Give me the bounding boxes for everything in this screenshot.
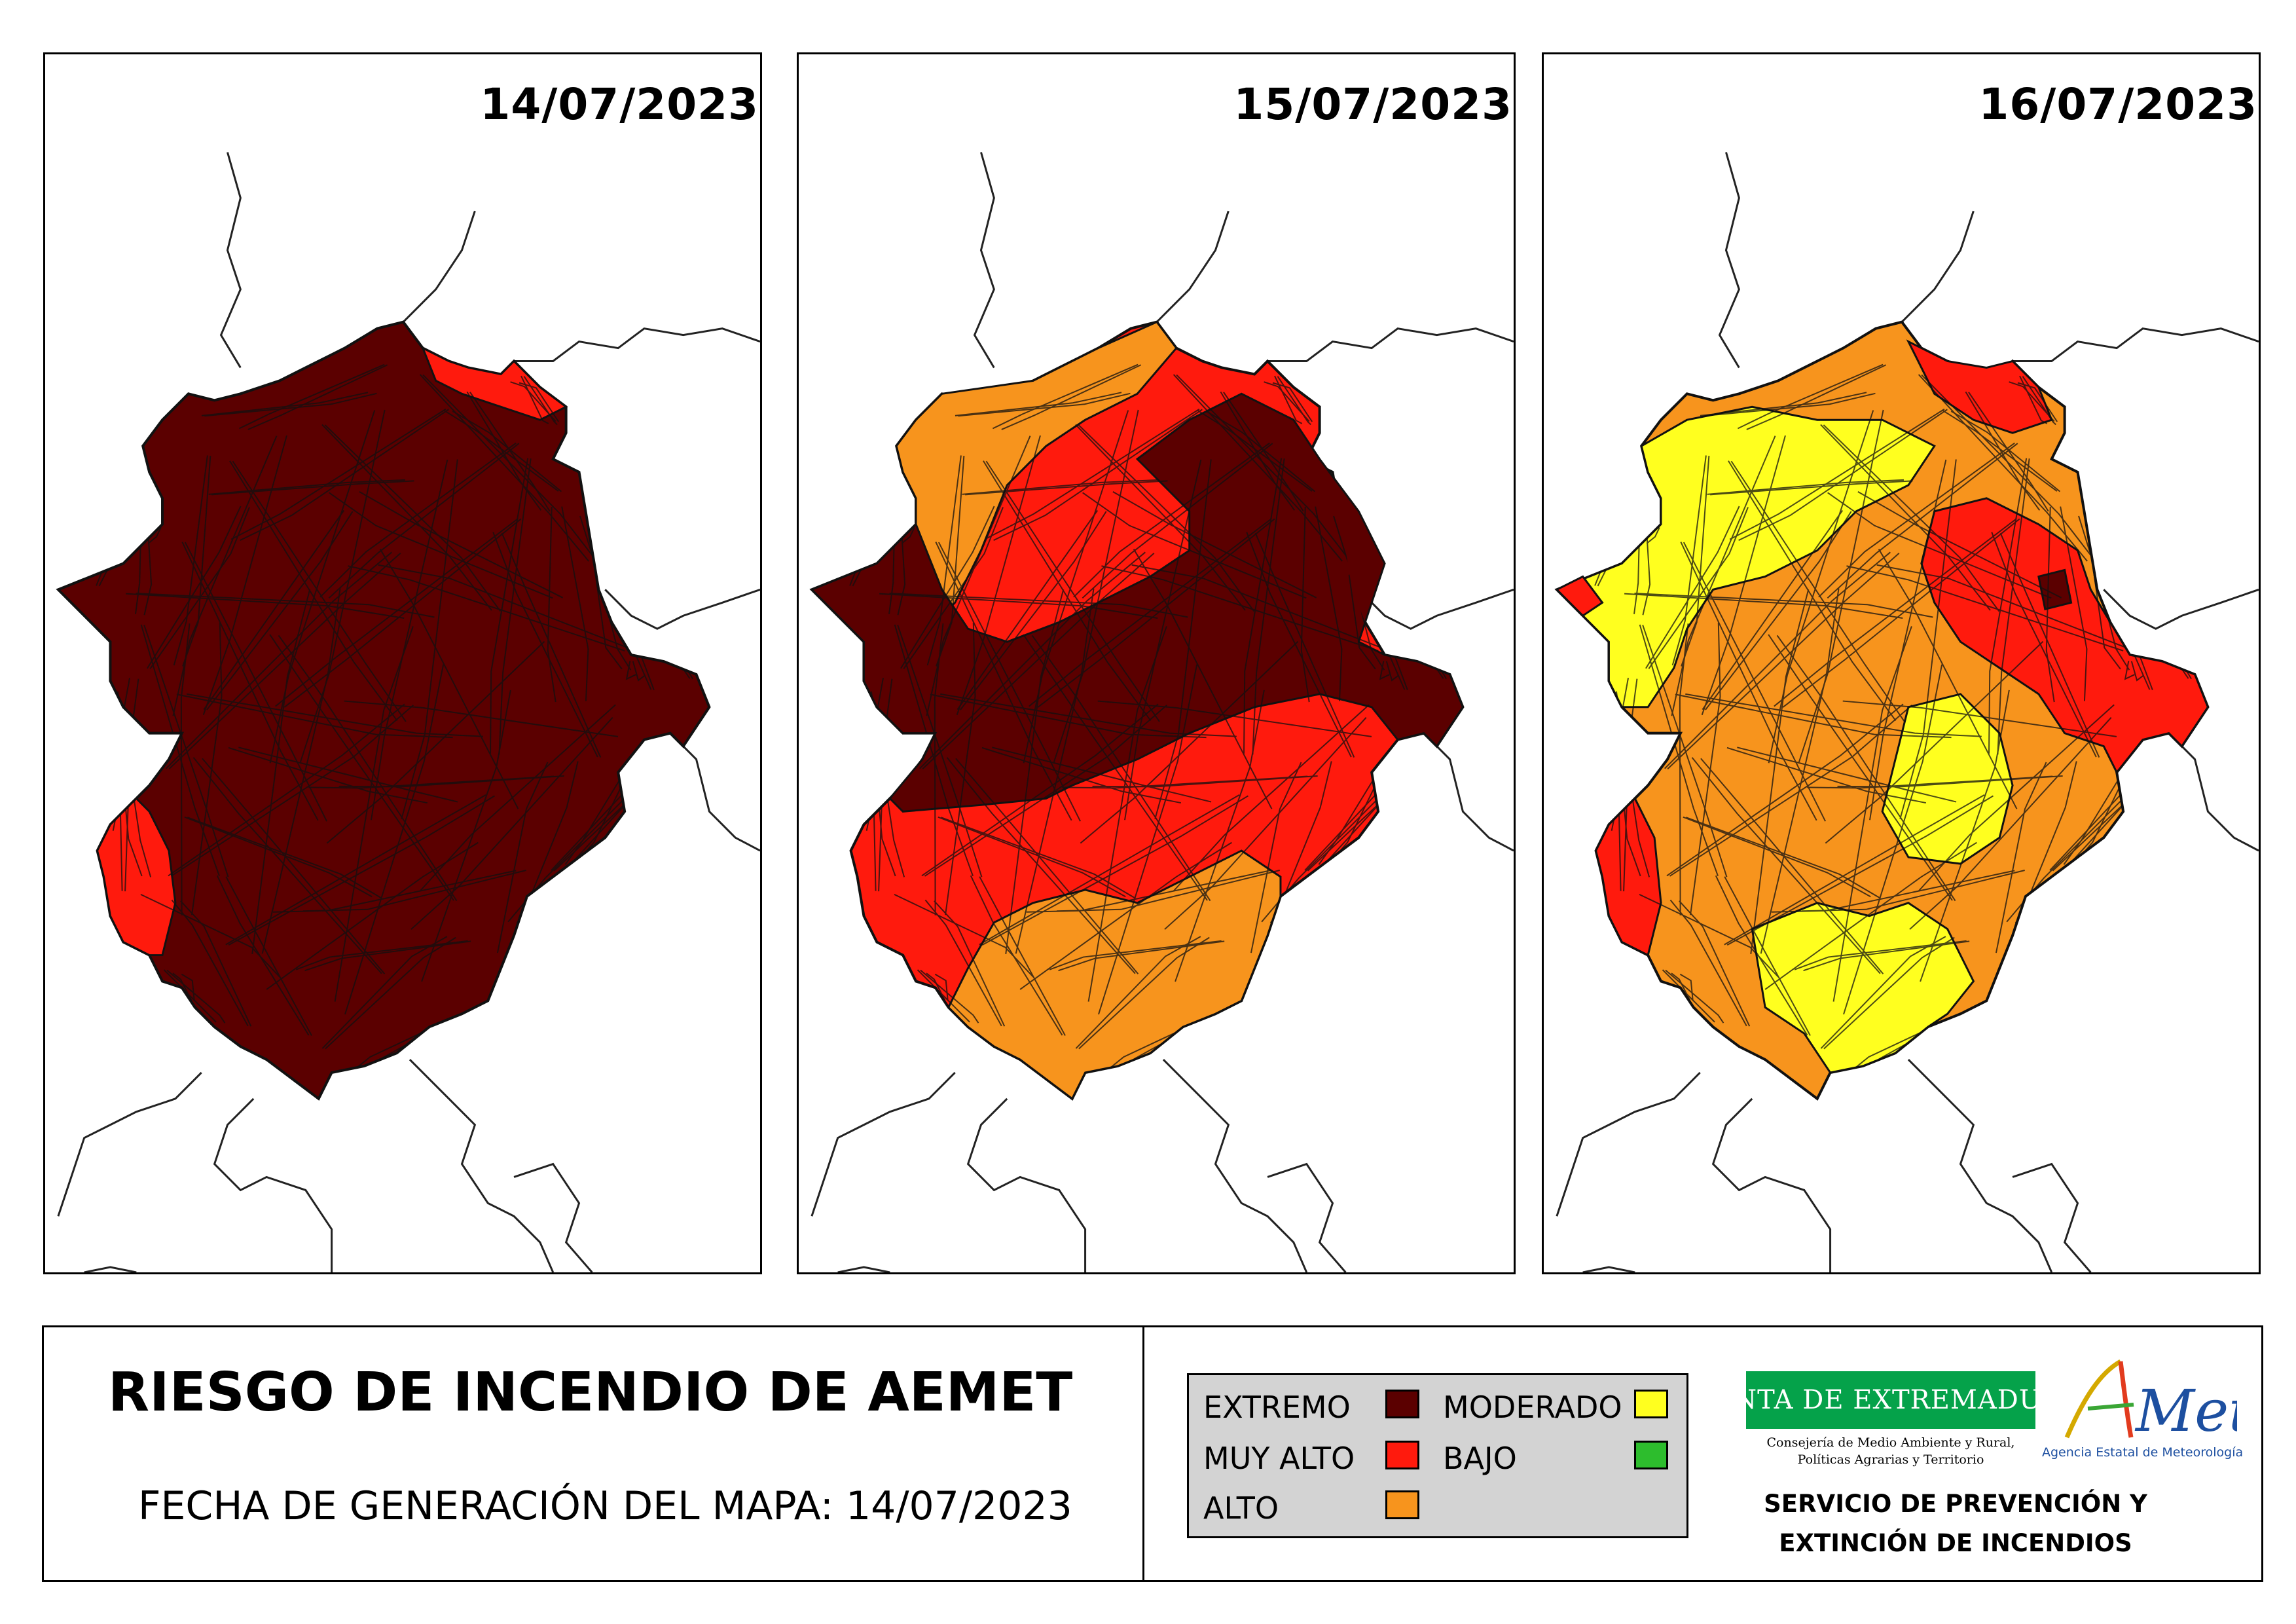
map-panel-2: 15/07/2023 (797, 52, 1516, 1274)
risk-area-extremo-3 (2037, 568, 2073, 611)
extremadura-map-1 (56, 152, 760, 1272)
map-panel-3: 16/07/2023 (1542, 52, 2261, 1274)
map-date-1: 14/07/2023 (480, 79, 759, 130)
legend-label-bajo: BAJO (1443, 1441, 1517, 1476)
consejeria-line-2: Políticas Agrarias y Territorio (1797, 1452, 1984, 1467)
extremadura-map-2 (809, 152, 1514, 1272)
risk-area-alto-2b (947, 849, 1282, 1101)
map-date-3: 16/07/2023 (1978, 79, 2257, 130)
legend-swatch-alto (1385, 1490, 1419, 1519)
divider (1142, 1327, 1144, 1580)
map-panel-1: 14/07/2023 (43, 52, 762, 1274)
risk-area-muy-alto-1b (96, 797, 177, 957)
service-line-2: EXTINCIÓN DE INCENDIOS (1779, 1529, 2132, 1557)
junta-extremadura-logo: JUNTA DE EXTREMADURA (1700, 1371, 2081, 1429)
legend-swatch-moderado (1634, 1390, 1668, 1418)
legend-label-extremo: EXTREMO (1203, 1390, 1351, 1425)
generation-date: FECHA DE GENERACIÓN DEL MAPA: 14/07/2023 (138, 1483, 1072, 1529)
risk-area-muy-alto-1a (420, 346, 568, 421)
legend-swatch-bajo (1634, 1441, 1668, 1469)
extremadura-map-3 (1554, 152, 2259, 1272)
legend-label-moderado: MODERADO (1443, 1390, 1622, 1425)
risk-area-muy-alto-3a (1920, 497, 2210, 775)
svg-text:Met: Met (2134, 1377, 2237, 1445)
map-title: RIESGO DE INCENDIO DE AEMET (108, 1361, 1073, 1424)
service-line-1: SERVICIO DE PREVENCIÓN Y (1764, 1490, 2147, 1518)
legend-label-alto: ALTO (1203, 1490, 1279, 1526)
info-box: RIESGO DE INCENDIO DE AEMET FECHA DE GEN… (42, 1325, 2263, 1582)
risk-area-muy-alto-3c (1594, 796, 1662, 957)
risk-area-muy-alto-3d (1555, 575, 1604, 618)
legend: EXTREMO MUY ALTO ALTO MODERADO BAJO (1187, 1373, 1688, 1538)
legend-label-muy-alto: MUY ALTO (1203, 1441, 1355, 1476)
aemet-agency-name: Agencia Estatal de Meteorología (2042, 1445, 2244, 1460)
risk-area-extremo-2 (810, 392, 1465, 813)
legend-swatch-muy-alto (1385, 1441, 1419, 1469)
consejeria-text: Consejería de Medio Ambiente y Rural, Po… (1746, 1434, 2035, 1468)
aemet-logo-icon: Met (2064, 1359, 2237, 1445)
service-name: SERVICIO DE PREVENCIÓN Y EXTINCIÓN DE IN… (1726, 1485, 2185, 1563)
map-date-2: 15/07/2023 (1233, 79, 1512, 130)
consejeria-line-1: Consejería de Medio Ambiente y Rural, (1766, 1435, 2015, 1450)
legend-swatch-extremo (1385, 1390, 1419, 1418)
